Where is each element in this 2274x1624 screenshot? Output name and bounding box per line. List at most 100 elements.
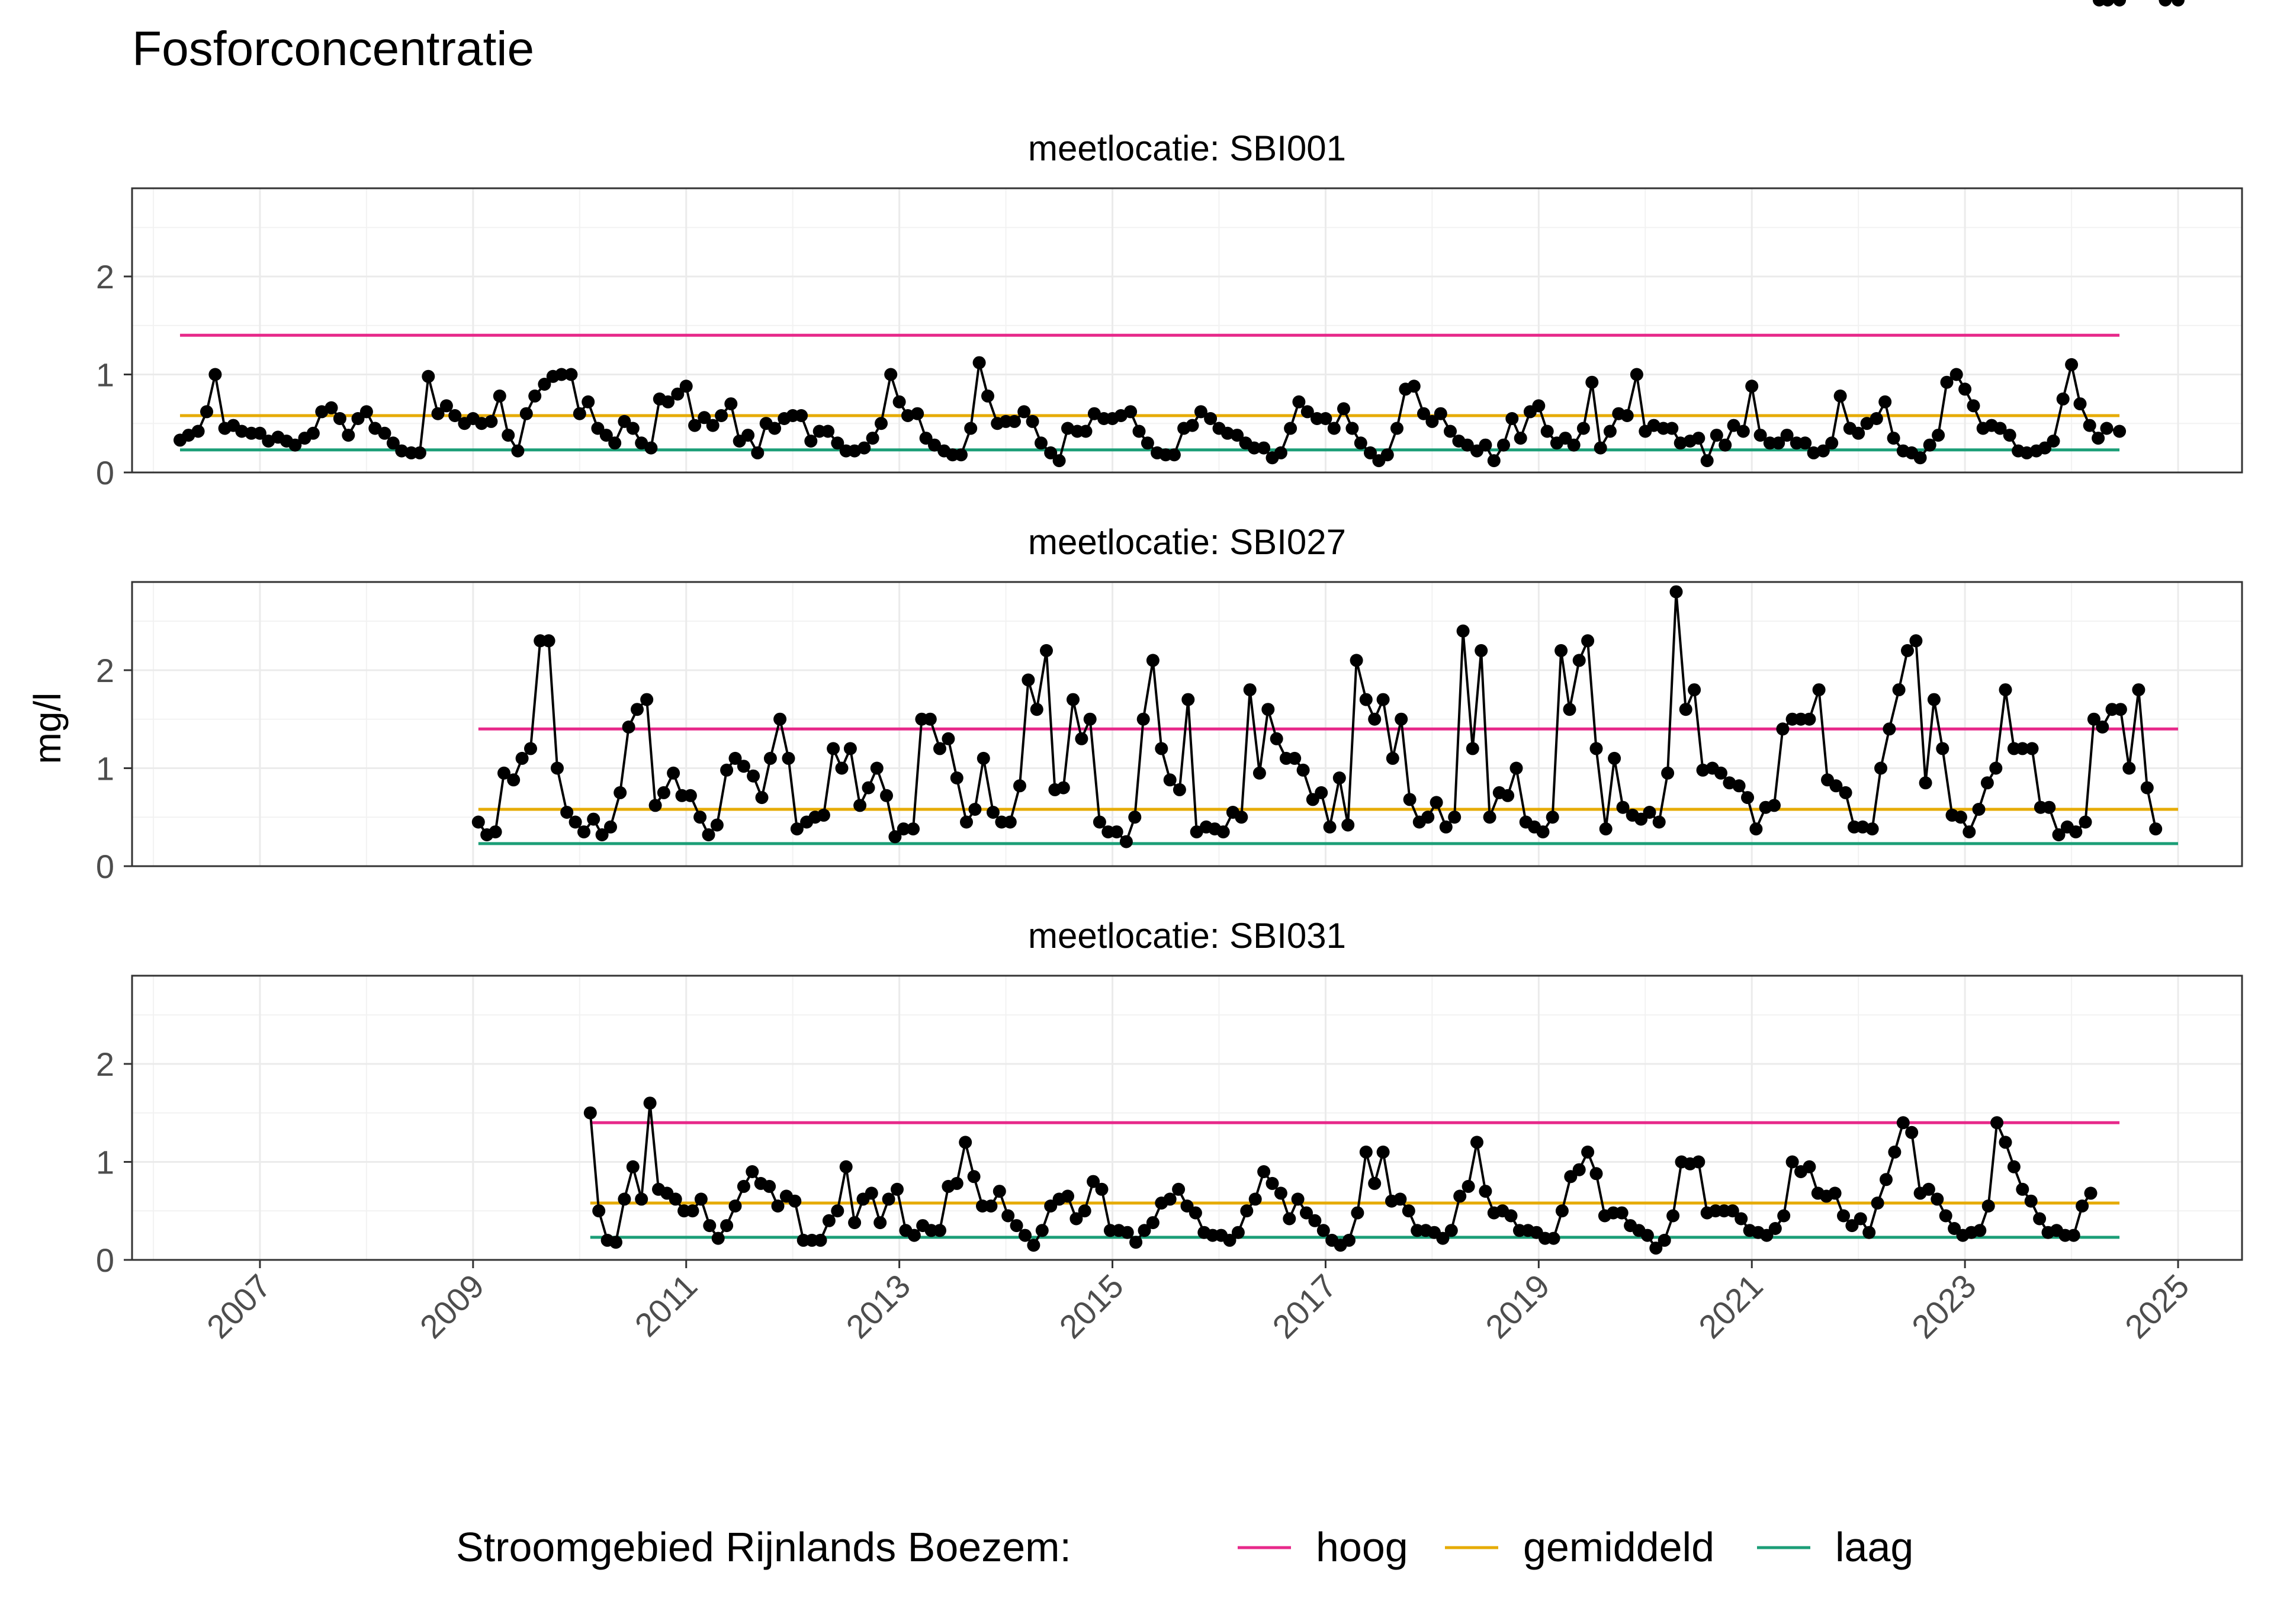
data-point xyxy=(880,789,893,802)
data-point xyxy=(1665,422,1679,435)
data-point xyxy=(1753,429,1767,442)
data-point xyxy=(1359,693,1373,706)
data-point xyxy=(1351,1206,1364,1220)
data-point xyxy=(1284,422,1297,435)
data-point xyxy=(1248,1192,1262,1206)
data-point xyxy=(640,693,654,706)
data-point xyxy=(1608,751,1621,765)
data-point xyxy=(608,436,622,450)
data-point xyxy=(950,1176,963,1190)
data-point xyxy=(635,1192,648,1206)
data-point xyxy=(1163,773,1177,787)
data-point xyxy=(751,446,765,459)
y-tick-label: 0 xyxy=(96,454,114,491)
data-point xyxy=(1393,1192,1407,1206)
data-point xyxy=(577,825,590,839)
data-point xyxy=(1880,1173,1893,1186)
data-point xyxy=(1692,432,1706,445)
data-point xyxy=(1296,763,1310,777)
data-point xyxy=(1927,693,1941,706)
data-point xyxy=(657,786,670,799)
data-point xyxy=(1368,1176,1382,1190)
data-point xyxy=(804,435,818,448)
data-point xyxy=(2140,781,2154,795)
data-point xyxy=(2007,1160,2021,1173)
data-point xyxy=(667,766,680,780)
data-point xyxy=(1980,776,1994,790)
data-point xyxy=(2172,0,2185,7)
data-point xyxy=(1040,644,1053,657)
panel-background xyxy=(132,976,2242,1260)
data-point xyxy=(1466,742,1479,755)
data-point xyxy=(1993,422,2007,435)
data-point xyxy=(1395,712,1408,726)
data-point xyxy=(1417,407,1430,420)
data-point xyxy=(866,432,879,445)
data-point xyxy=(1022,673,1035,687)
data-point xyxy=(1235,811,1248,824)
data-point xyxy=(1963,825,1976,839)
data-point xyxy=(1376,693,1390,706)
data-point xyxy=(1878,395,1892,409)
data-point xyxy=(1483,811,1496,824)
data-point xyxy=(710,818,724,832)
data-point xyxy=(933,1224,946,1237)
data-point xyxy=(1661,766,1675,780)
data-point xyxy=(1669,585,1683,599)
data-point xyxy=(862,781,875,795)
data-point xyxy=(643,1096,657,1110)
data-point xyxy=(671,387,685,401)
data-point xyxy=(200,405,213,419)
data-point xyxy=(1798,436,1812,450)
data-point xyxy=(1056,781,1070,795)
data-point xyxy=(1547,1231,1560,1245)
data-point xyxy=(1216,825,1230,839)
data-point xyxy=(2033,1212,2047,1226)
data-point xyxy=(1078,1204,1091,1218)
data-point xyxy=(1425,414,1439,428)
data-point xyxy=(560,806,574,819)
data-point xyxy=(1436,1231,1450,1245)
data-point xyxy=(669,1192,682,1206)
data-point xyxy=(1981,1199,1995,1213)
data-point xyxy=(1932,429,1945,442)
data-point xyxy=(484,414,498,428)
data-point xyxy=(1594,441,1607,455)
data-point xyxy=(1173,783,1186,796)
data-point xyxy=(911,407,924,420)
data-point xyxy=(359,405,373,419)
data-point xyxy=(2042,800,2056,814)
data-point xyxy=(1247,441,1261,455)
data-point xyxy=(1368,712,1382,726)
data-point xyxy=(891,1182,904,1196)
data-point xyxy=(1901,644,1914,657)
data-point xyxy=(1013,779,1026,793)
data-point xyxy=(1603,425,1617,438)
facet-strip-label: meetlocatie: SBI031 xyxy=(1028,916,1346,956)
data-point xyxy=(635,436,648,450)
data-point xyxy=(2096,721,2109,734)
data-point xyxy=(1252,766,1266,780)
y-axis-label: mg/l xyxy=(26,693,69,764)
data-point xyxy=(1732,779,1746,793)
data-point xyxy=(1936,742,1949,755)
data-point xyxy=(972,356,986,369)
data-point xyxy=(1341,818,1355,832)
data-point xyxy=(1719,438,1732,452)
data-point xyxy=(661,395,675,409)
data-point xyxy=(1434,407,1447,420)
data-point xyxy=(583,1106,597,1120)
data-point xyxy=(1129,1236,1143,1249)
data-point xyxy=(771,1199,785,1213)
data-point xyxy=(1052,454,1066,468)
data-point xyxy=(1075,732,1088,745)
panel-background xyxy=(132,582,2242,866)
data-point xyxy=(1772,436,1785,450)
data-point xyxy=(1501,789,1515,802)
data-point xyxy=(1504,1209,1518,1223)
data-point xyxy=(1989,761,2003,775)
data-point xyxy=(631,703,644,716)
data-point xyxy=(843,742,857,755)
data-point xyxy=(755,791,769,805)
facet-strip-label: meetlocatie: SBI001 xyxy=(1028,128,1346,168)
